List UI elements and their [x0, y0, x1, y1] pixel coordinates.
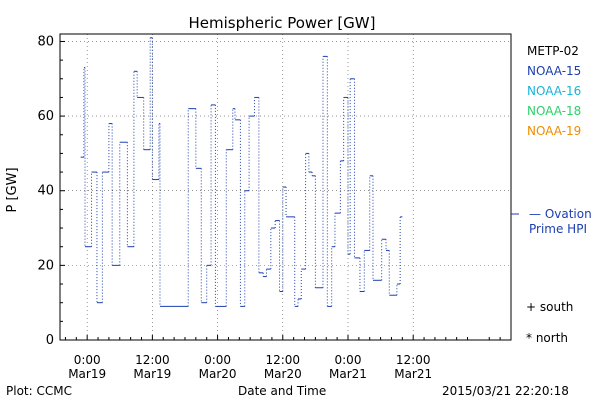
x-tick-date-label: Mar19: [133, 367, 171, 381]
legend-item-noaa-15: NOAA-15: [527, 64, 582, 78]
y-tick-label: 80: [37, 34, 54, 49]
x-tick-label: 0:00: [335, 353, 362, 367]
y-tick-label: 20: [37, 258, 54, 273]
legend-item-noaa-16: NOAA-16: [527, 84, 582, 98]
x-tick-date-label: Mar20: [199, 367, 237, 381]
north-marker-label: * north: [526, 331, 569, 345]
legend-item-metp-02: METP-02: [527, 44, 579, 58]
y-tick-label: 40: [37, 184, 54, 199]
x-axis-ticks: 0:00Mar1912:00Mar190:00Mar2012:00Mar200:…: [64, 335, 501, 381]
series-noaa-15: [80, 37, 403, 307]
x-tick-date-label: Mar21: [329, 367, 367, 381]
x-tick-date-label: Mar21: [394, 367, 432, 381]
footer-timestamp: 2015/03/21 22:20:18: [442, 384, 569, 398]
x-tick-label: 0:00: [204, 353, 231, 367]
x-tick-date-label: Mar19: [68, 367, 106, 381]
x-axis-label: Date and Time: [238, 384, 327, 398]
south-marker-label: + south: [526, 300, 574, 314]
x-tick-label: 12:00: [265, 353, 300, 367]
footer-credit: Plot: CCMC: [6, 384, 72, 398]
chart-title: Hemispheric Power [GW]: [189, 14, 376, 32]
x-tick-label: 12:00: [396, 353, 431, 367]
y-axis-ticks: 0 20 40 60 80: [37, 34, 65, 348]
plot-frame: [59, 33, 512, 341]
legend-item-noaa-18: NOAA-18: [527, 104, 582, 118]
model-label-line1: — Ovation: [529, 207, 592, 221]
legend-item-noaa-19: NOAA-19: [527, 124, 582, 138]
model-label-line2: Prime HPI: [529, 222, 587, 236]
series-layer: [80, 37, 403, 307]
x-tick-label: 12:00: [135, 353, 170, 367]
x-tick-date-label: Mar20: [264, 367, 302, 381]
y-tick-label: 60: [37, 109, 54, 124]
x-tick-label: 0:00: [74, 353, 101, 367]
y-tick-label: 0: [46, 333, 54, 348]
y-axis-label: P [GW]: [5, 167, 20, 212]
